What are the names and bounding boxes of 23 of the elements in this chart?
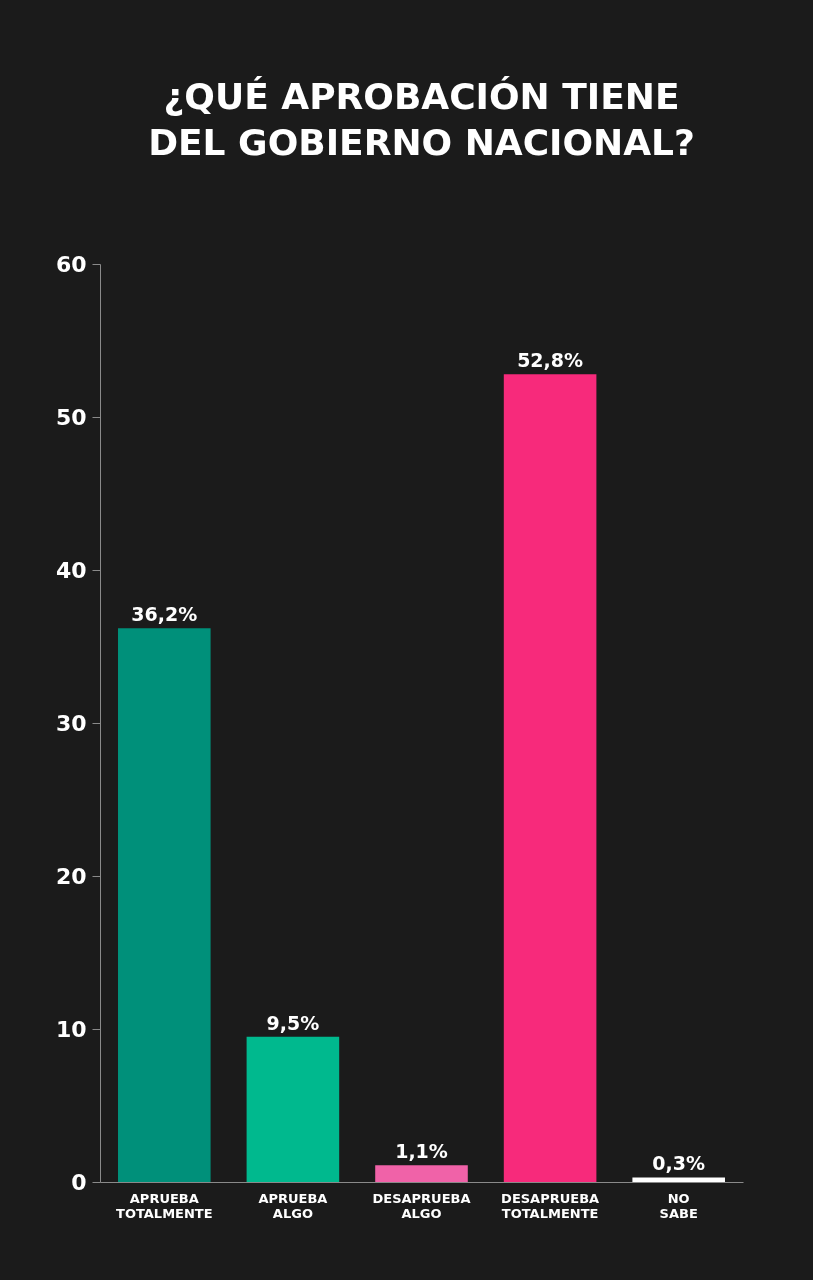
y-tick-label: 20 <box>55 863 87 889</box>
y-tick-label: 10 <box>55 1016 87 1042</box>
bar <box>375 1165 468 1182</box>
data-label: 52,8% <box>517 349 584 372</box>
chart-title: ¿QUÉ APROBACIÓN TIENE DEL GOBIERNO NACIONAL? <box>148 76 695 163</box>
x-tick-label: NO SABE <box>659 1190 698 1221</box>
data-label: 0,3% <box>652 1152 706 1175</box>
y-tick-label: 0 <box>71 1169 87 1195</box>
y-tick-label: 40 <box>55 557 87 583</box>
x-tick-label: DESAPRUEBA ALGO <box>372 1190 471 1221</box>
data-label: 36,2% <box>131 603 198 626</box>
x-tick-label: APRUEBA ALGO <box>258 1190 328 1221</box>
y-tick-label: 60 <box>55 251 87 277</box>
data-label: 1,1% <box>395 1140 448 1163</box>
bar <box>118 628 211 1182</box>
x-tick-label: DESAPRUEBA TOTALMENTE <box>501 1190 600 1221</box>
bar <box>503 374 597 1182</box>
y-tick-label: 30 <box>55 710 87 736</box>
bar <box>632 1177 725 1182</box>
x-tick-label: APRUEBA TOTALMENTE <box>116 1190 213 1221</box>
y-tick-label: 50 <box>55 404 87 430</box>
bar <box>246 1036 340 1182</box>
data-label: 9,5% <box>266 1011 320 1034</box>
